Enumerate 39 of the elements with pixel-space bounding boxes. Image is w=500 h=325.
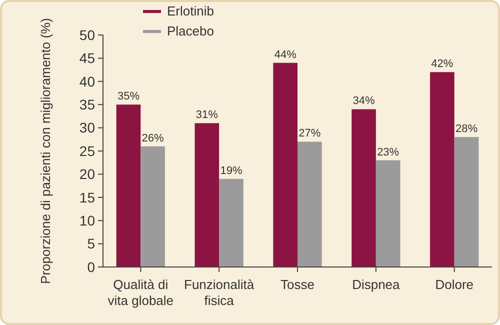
data-label: 19% xyxy=(220,164,242,177)
y-tick-label: 50 xyxy=(79,26,96,43)
data-label: 35% xyxy=(117,90,140,103)
data-label: 26% xyxy=(142,132,164,144)
y-tick-label: 10 xyxy=(79,212,96,228)
x-tick-label: Tosse xyxy=(280,277,314,292)
y-axis-title: Proporzione di pazienti con miglioramento (%) xyxy=(38,18,53,284)
x-tick-label: Dispnea xyxy=(352,277,401,292)
y-tick-label: 20 xyxy=(79,166,96,182)
x-tick-label: Qualità di vita globale xyxy=(108,277,174,308)
y-tick-label: 25 xyxy=(79,142,96,159)
y-tick-label: 45 xyxy=(79,50,96,66)
bar xyxy=(376,160,400,267)
bar xyxy=(219,178,244,267)
y-tick-label: 35 xyxy=(79,96,96,112)
y-tick-label: 30 xyxy=(79,120,96,136)
y-tick-label: 15 xyxy=(79,189,96,206)
data-label: 27% xyxy=(298,128,321,140)
data-label: 28% xyxy=(455,123,478,136)
bar xyxy=(140,146,165,267)
data-label: 44% xyxy=(274,48,297,61)
legend-label: Erlotinib xyxy=(167,4,214,19)
x-tick-label: Dolore xyxy=(435,277,474,292)
data-label: 23% xyxy=(377,146,400,158)
y-tick-label: 40 xyxy=(79,73,96,90)
bar xyxy=(116,104,141,267)
x-tick-label: Funzionalità fisica xyxy=(184,277,255,308)
y-tick-label: 0 xyxy=(87,258,96,275)
legend-label: Placebo xyxy=(167,24,214,39)
bar xyxy=(273,62,298,267)
bar xyxy=(352,109,376,267)
data-label: 31% xyxy=(196,109,218,122)
bar xyxy=(194,123,220,267)
bar xyxy=(430,72,454,267)
bar xyxy=(298,142,322,267)
data-label: 42% xyxy=(431,58,454,70)
data-label: 34% xyxy=(352,95,375,108)
y-tick-label: 5 xyxy=(87,236,96,252)
bar xyxy=(454,137,479,267)
